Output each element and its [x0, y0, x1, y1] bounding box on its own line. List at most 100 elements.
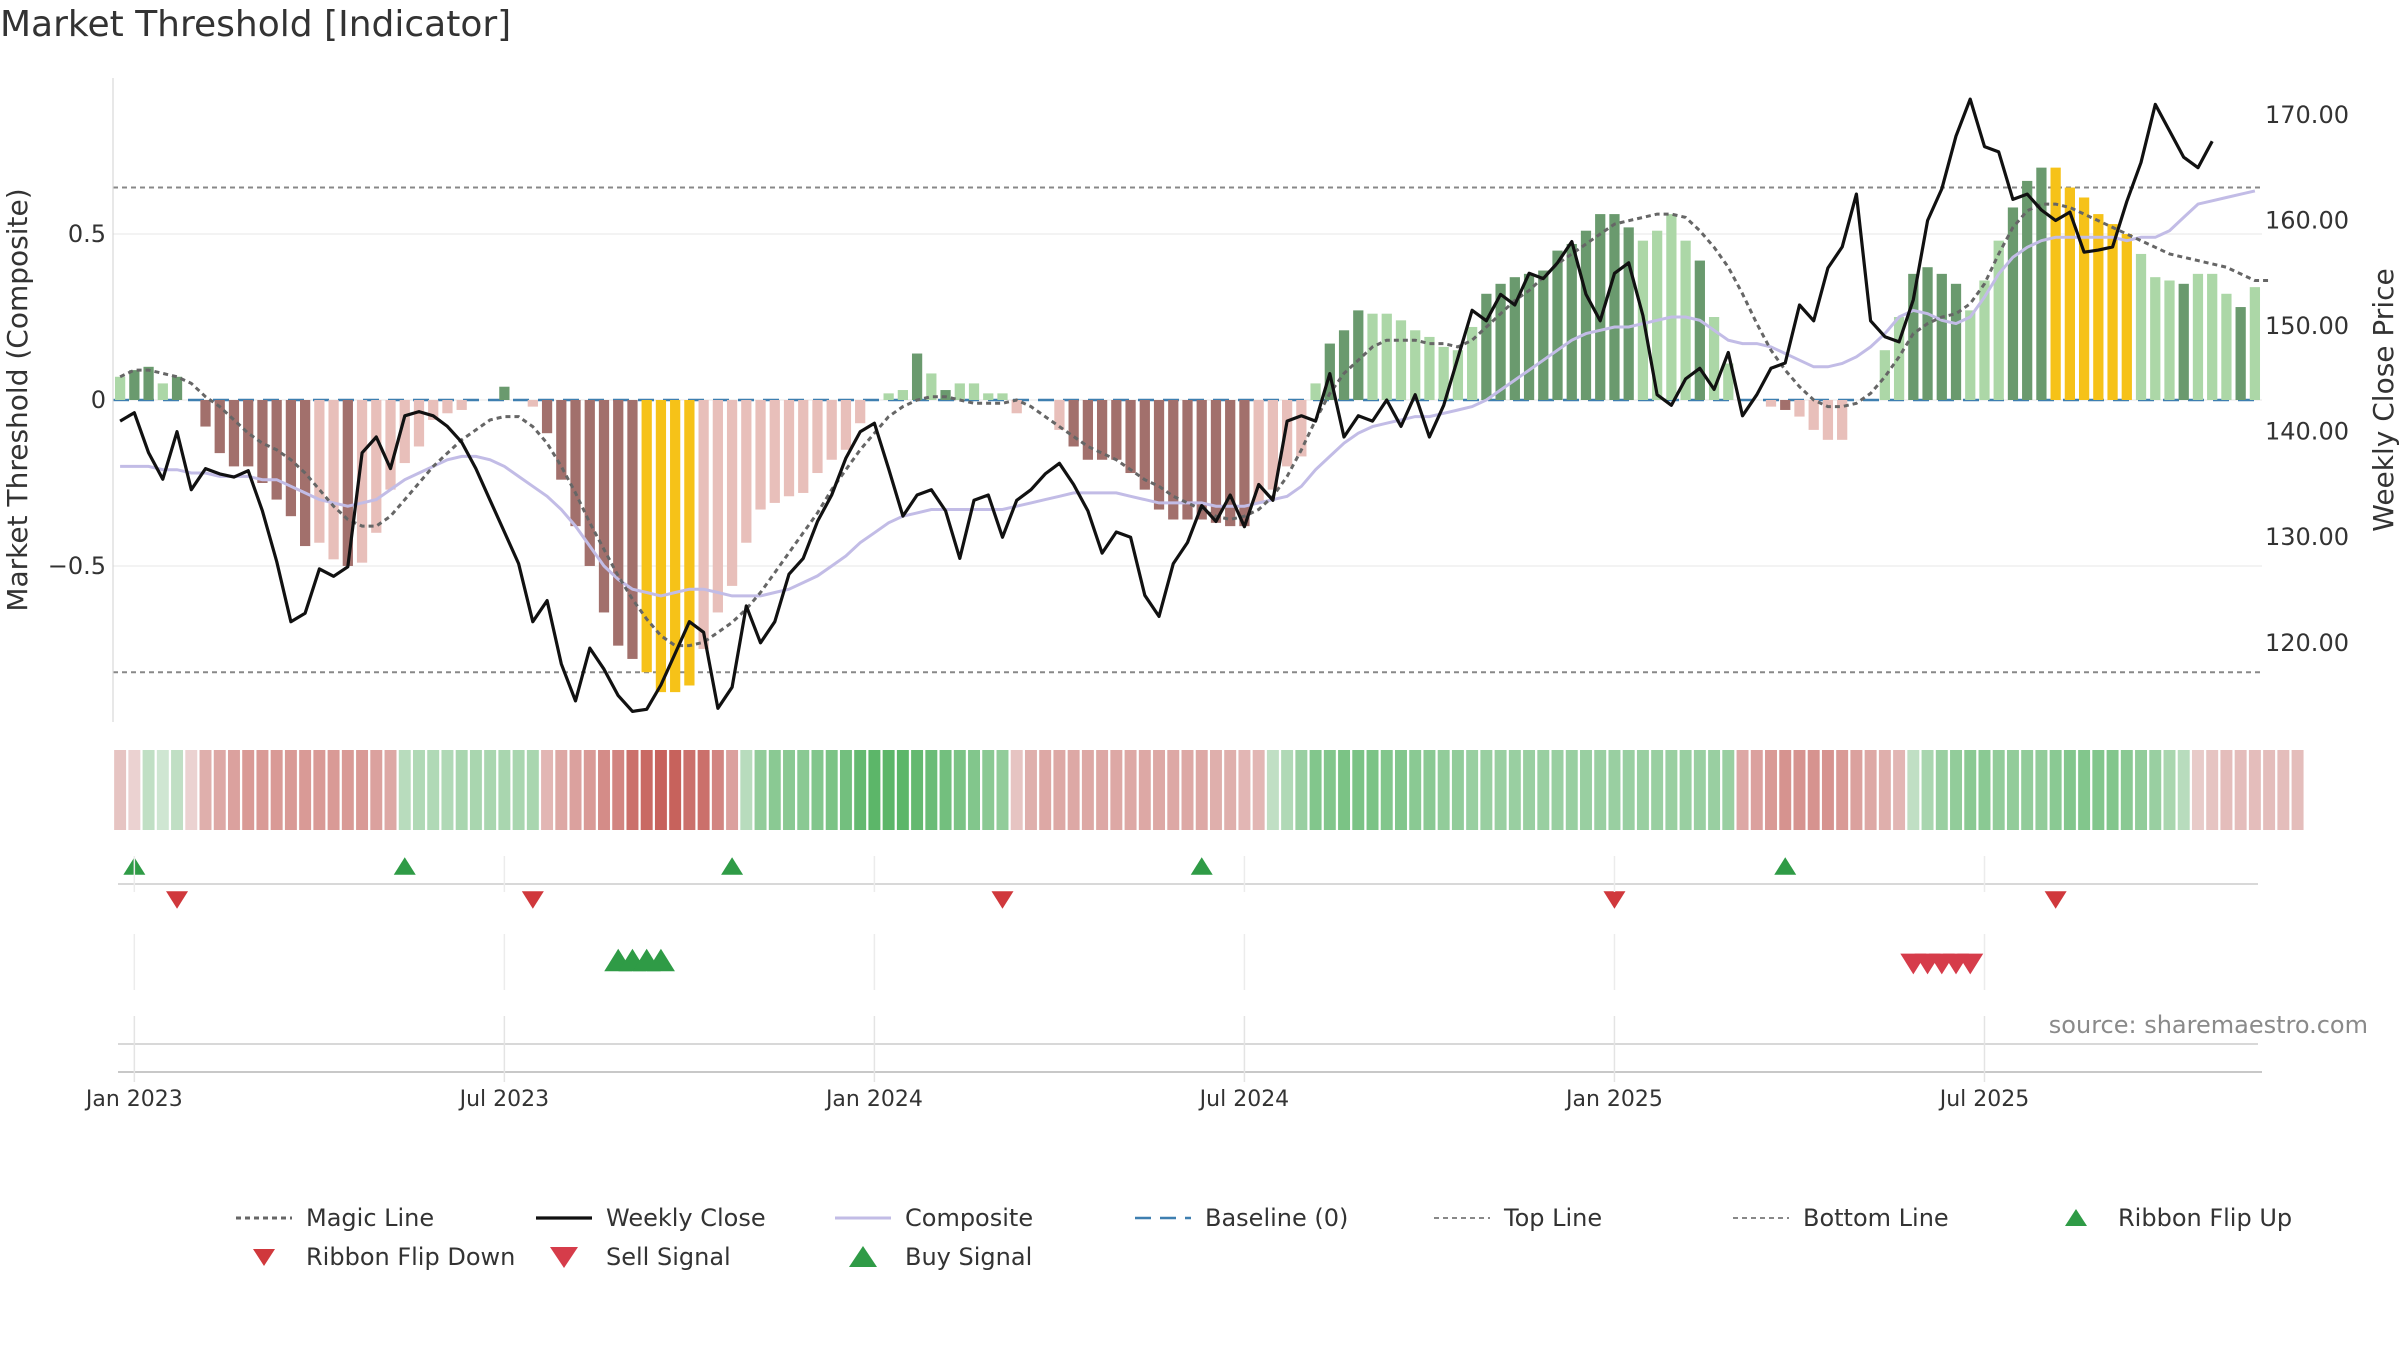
ribbon-cell — [1594, 750, 1607, 830]
ribbon-cell — [1708, 750, 1721, 830]
composite-bar — [1424, 336, 1435, 400]
composite-bar — [442, 400, 453, 414]
ribbon-cell — [1096, 750, 1109, 830]
ribbon-cell — [327, 750, 340, 830]
ribbon-cell — [1466, 750, 1479, 830]
legend-item: Ribbon Flip Down — [253, 1243, 515, 1271]
composite-bar — [1708, 317, 1720, 400]
y-right-axis-title: Weekly Close Price — [2367, 268, 2400, 531]
ribbon-cell — [256, 750, 269, 830]
ribbon-cell — [555, 750, 568, 830]
composite-bar — [200, 400, 211, 427]
ribbon-cell — [455, 750, 468, 830]
composite-bar — [2064, 187, 2075, 400]
ribbon-cell — [1565, 750, 1578, 830]
y-left-tick-label: 0.5 — [68, 220, 106, 248]
composite-bar — [2107, 224, 2118, 400]
composite-bar — [171, 376, 183, 400]
composite-bar — [1495, 283, 1506, 400]
composite-bar — [1538, 270, 1549, 400]
ribbon-cell — [1209, 750, 1222, 830]
composite-bar — [228, 400, 240, 467]
y-right-tick-label: 170.00 — [2265, 101, 2349, 129]
ribbon-cell — [2177, 750, 2190, 830]
ribbon-cell — [2163, 750, 2176, 830]
composite-bar — [983, 393, 994, 400]
composite-bar — [1780, 400, 1791, 410]
ribbon-cell — [683, 750, 696, 830]
ribbon-flip-down-marker — [166, 891, 189, 909]
composite-bar — [1096, 400, 1108, 460]
composite-bar — [812, 400, 823, 474]
ribbon-cell — [1580, 750, 1592, 830]
composite-bar — [954, 383, 965, 400]
y-right-tick-label: 120.00 — [2265, 629, 2349, 657]
ribbon-cell — [1252, 750, 1265, 830]
ribbon-cell — [825, 750, 838, 830]
composite-bar — [456, 400, 467, 410]
composite-bar — [1580, 230, 1592, 400]
composite-bar — [1338, 330, 1350, 400]
ribbon-cell — [242, 750, 255, 830]
ribbon-cell — [726, 750, 739, 830]
composite-bar — [1680, 240, 1691, 400]
ribbon-flip-up-marker — [393, 857, 416, 875]
ribbon-cell — [1793, 750, 1806, 830]
ribbon-cell — [598, 750, 610, 830]
ribbon-cell — [1181, 750, 1194, 830]
ribbon-cell — [911, 750, 924, 830]
ribbon-cell — [1195, 750, 1208, 830]
ribbon-cell — [1992, 750, 2005, 830]
composite-bar — [1225, 400, 1236, 527]
composite-bar — [741, 400, 752, 543]
ribbon-cell — [2092, 750, 2105, 830]
composite-bar — [413, 400, 425, 447]
ribbon-cell — [2248, 750, 2261, 830]
composite-bar — [655, 400, 667, 693]
legend-label: Ribbon Flip Up — [2118, 1204, 2292, 1232]
ribbon-cell — [185, 750, 198, 830]
ribbon-cell — [484, 750, 497, 830]
ribbon-cell — [1423, 750, 1436, 830]
ribbon-cell — [1494, 750, 1507, 830]
ribbon-cell — [1850, 750, 1863, 830]
composite-bar — [1153, 400, 1165, 510]
ribbon-cell — [797, 750, 810, 830]
composite-bar — [2036, 167, 2047, 400]
composite-bar — [1822, 400, 1834, 440]
composite-bar — [1908, 273, 1919, 400]
composite-bar — [214, 400, 225, 454]
composite-bar — [1395, 320, 1407, 400]
ribbon-cell — [811, 750, 824, 830]
ribbon-cell — [2191, 750, 2204, 830]
composite-bar — [541, 400, 553, 434]
legend: Magic Line Weekly Close Composite Baseline … — [236, 1204, 2292, 1271]
ribbon-cell — [1338, 750, 1351, 830]
composite-bar — [2022, 180, 2033, 400]
y-right-tick-label: 160.00 — [2265, 207, 2349, 235]
ribbon-cell — [1110, 750, 1123, 830]
ribbon-cell — [1978, 750, 1991, 830]
ribbon-cell — [427, 750, 440, 830]
chart-title: Market Threshold [Indicator] — [0, 4, 512, 45]
composite-bar — [2050, 167, 2061, 400]
ribbon-cell — [1608, 750, 1621, 830]
ribbon-cell — [1551, 750, 1564, 830]
ribbon-cell — [1409, 750, 1422, 830]
composite-bar — [670, 400, 681, 693]
composite-bar — [2078, 197, 2090, 400]
y-right-tick-label: 150.00 — [2265, 312, 2349, 340]
composite-bar — [1367, 313, 1378, 400]
ribbon-cell — [356, 750, 369, 830]
x-tick-label: Jan 2025 — [1564, 1087, 1663, 1112]
composite-bar — [570, 400, 581, 527]
composite-bar — [371, 400, 382, 533]
composite-bar — [1936, 273, 1947, 400]
composite-bar — [1267, 400, 1279, 490]
x-tick-label: Jan 2023 — [84, 1087, 183, 1112]
ribbon-cell — [370, 750, 383, 830]
ribbon-flip-up-marker — [721, 857, 744, 875]
ribbon-cell — [2063, 750, 2076, 830]
ribbon-cell — [2277, 750, 2290, 830]
ribbon-cell — [1750, 750, 1763, 830]
